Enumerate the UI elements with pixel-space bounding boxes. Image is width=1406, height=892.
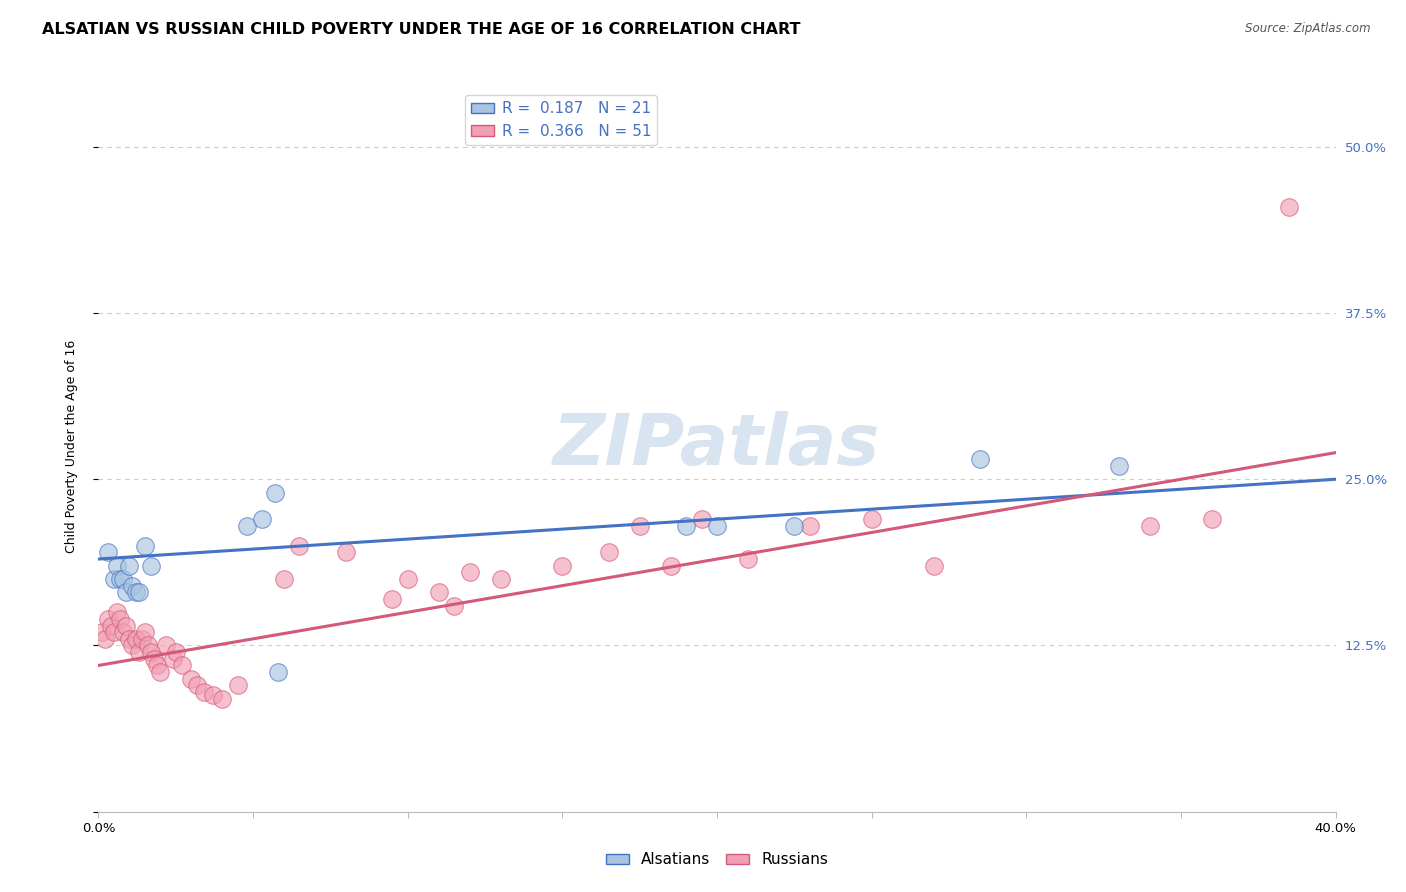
Text: Source: ZipAtlas.com: Source: ZipAtlas.com [1246,22,1371,36]
Point [118,632,141,646]
Point [162,652,184,666]
Point [381,591,404,606]
Point [690,512,713,526]
Point [121,579,143,593]
Point [97,545,120,559]
Point [273,572,295,586]
Point [90,625,112,640]
Point [105,605,128,619]
Point [103,572,125,586]
Point [124,585,146,599]
Point [783,518,806,533]
Point [969,452,991,467]
Point [1278,200,1301,214]
Point [136,639,159,653]
Point [675,518,697,533]
Point [124,632,146,646]
Point [103,625,125,640]
Point [458,566,481,580]
Point [108,572,131,586]
Point [267,665,290,679]
Point [170,658,193,673]
Point [236,518,259,533]
Point [252,512,274,526]
Point [201,688,224,702]
Legend: Alsatians, Russians: Alsatians, Russians [600,847,834,873]
Point [443,599,465,613]
Point [860,512,883,526]
Y-axis label: Child Poverty Under the Age of 16: Child Poverty Under the Age of 16 [65,339,77,553]
Point [180,672,202,686]
Point [628,518,651,533]
Point [149,665,172,679]
Point [128,645,150,659]
Point [799,518,821,533]
Point [112,572,135,586]
Point [115,618,138,632]
Point [427,585,450,599]
Text: ALSATIAN VS RUSSIAN CHILD POVERTY UNDER THE AGE OF 16 CORRELATION CHART: ALSATIAN VS RUSSIAN CHILD POVERTY UNDER … [42,22,800,37]
Point [139,558,162,573]
Point [922,558,945,573]
Point [134,539,156,553]
Point [1108,458,1130,473]
Point [134,625,156,640]
Point [146,658,169,673]
Point [165,645,187,659]
Point [1139,518,1161,533]
Point [659,558,682,573]
Point [706,518,728,533]
Point [112,625,135,640]
Point [93,632,115,646]
Point [131,632,153,646]
Point [155,639,177,653]
Point [139,645,162,659]
Point [551,558,574,573]
Point [288,539,311,553]
Point [193,685,215,699]
Point [105,558,128,573]
Point [115,585,138,599]
Point [128,585,150,599]
Point [226,678,249,692]
Point [489,572,512,586]
Point [737,552,759,566]
Point [143,652,166,666]
Text: ZIPatlas: ZIPatlas [554,411,880,481]
Point [118,558,141,573]
Point [335,545,357,559]
Point [263,485,285,500]
Point [100,618,122,632]
Point [186,678,208,692]
Point [396,572,419,586]
Point [121,639,143,653]
Point [97,612,120,626]
Point [108,612,131,626]
Point [1201,512,1223,526]
Point [598,545,620,559]
Point [211,691,233,706]
